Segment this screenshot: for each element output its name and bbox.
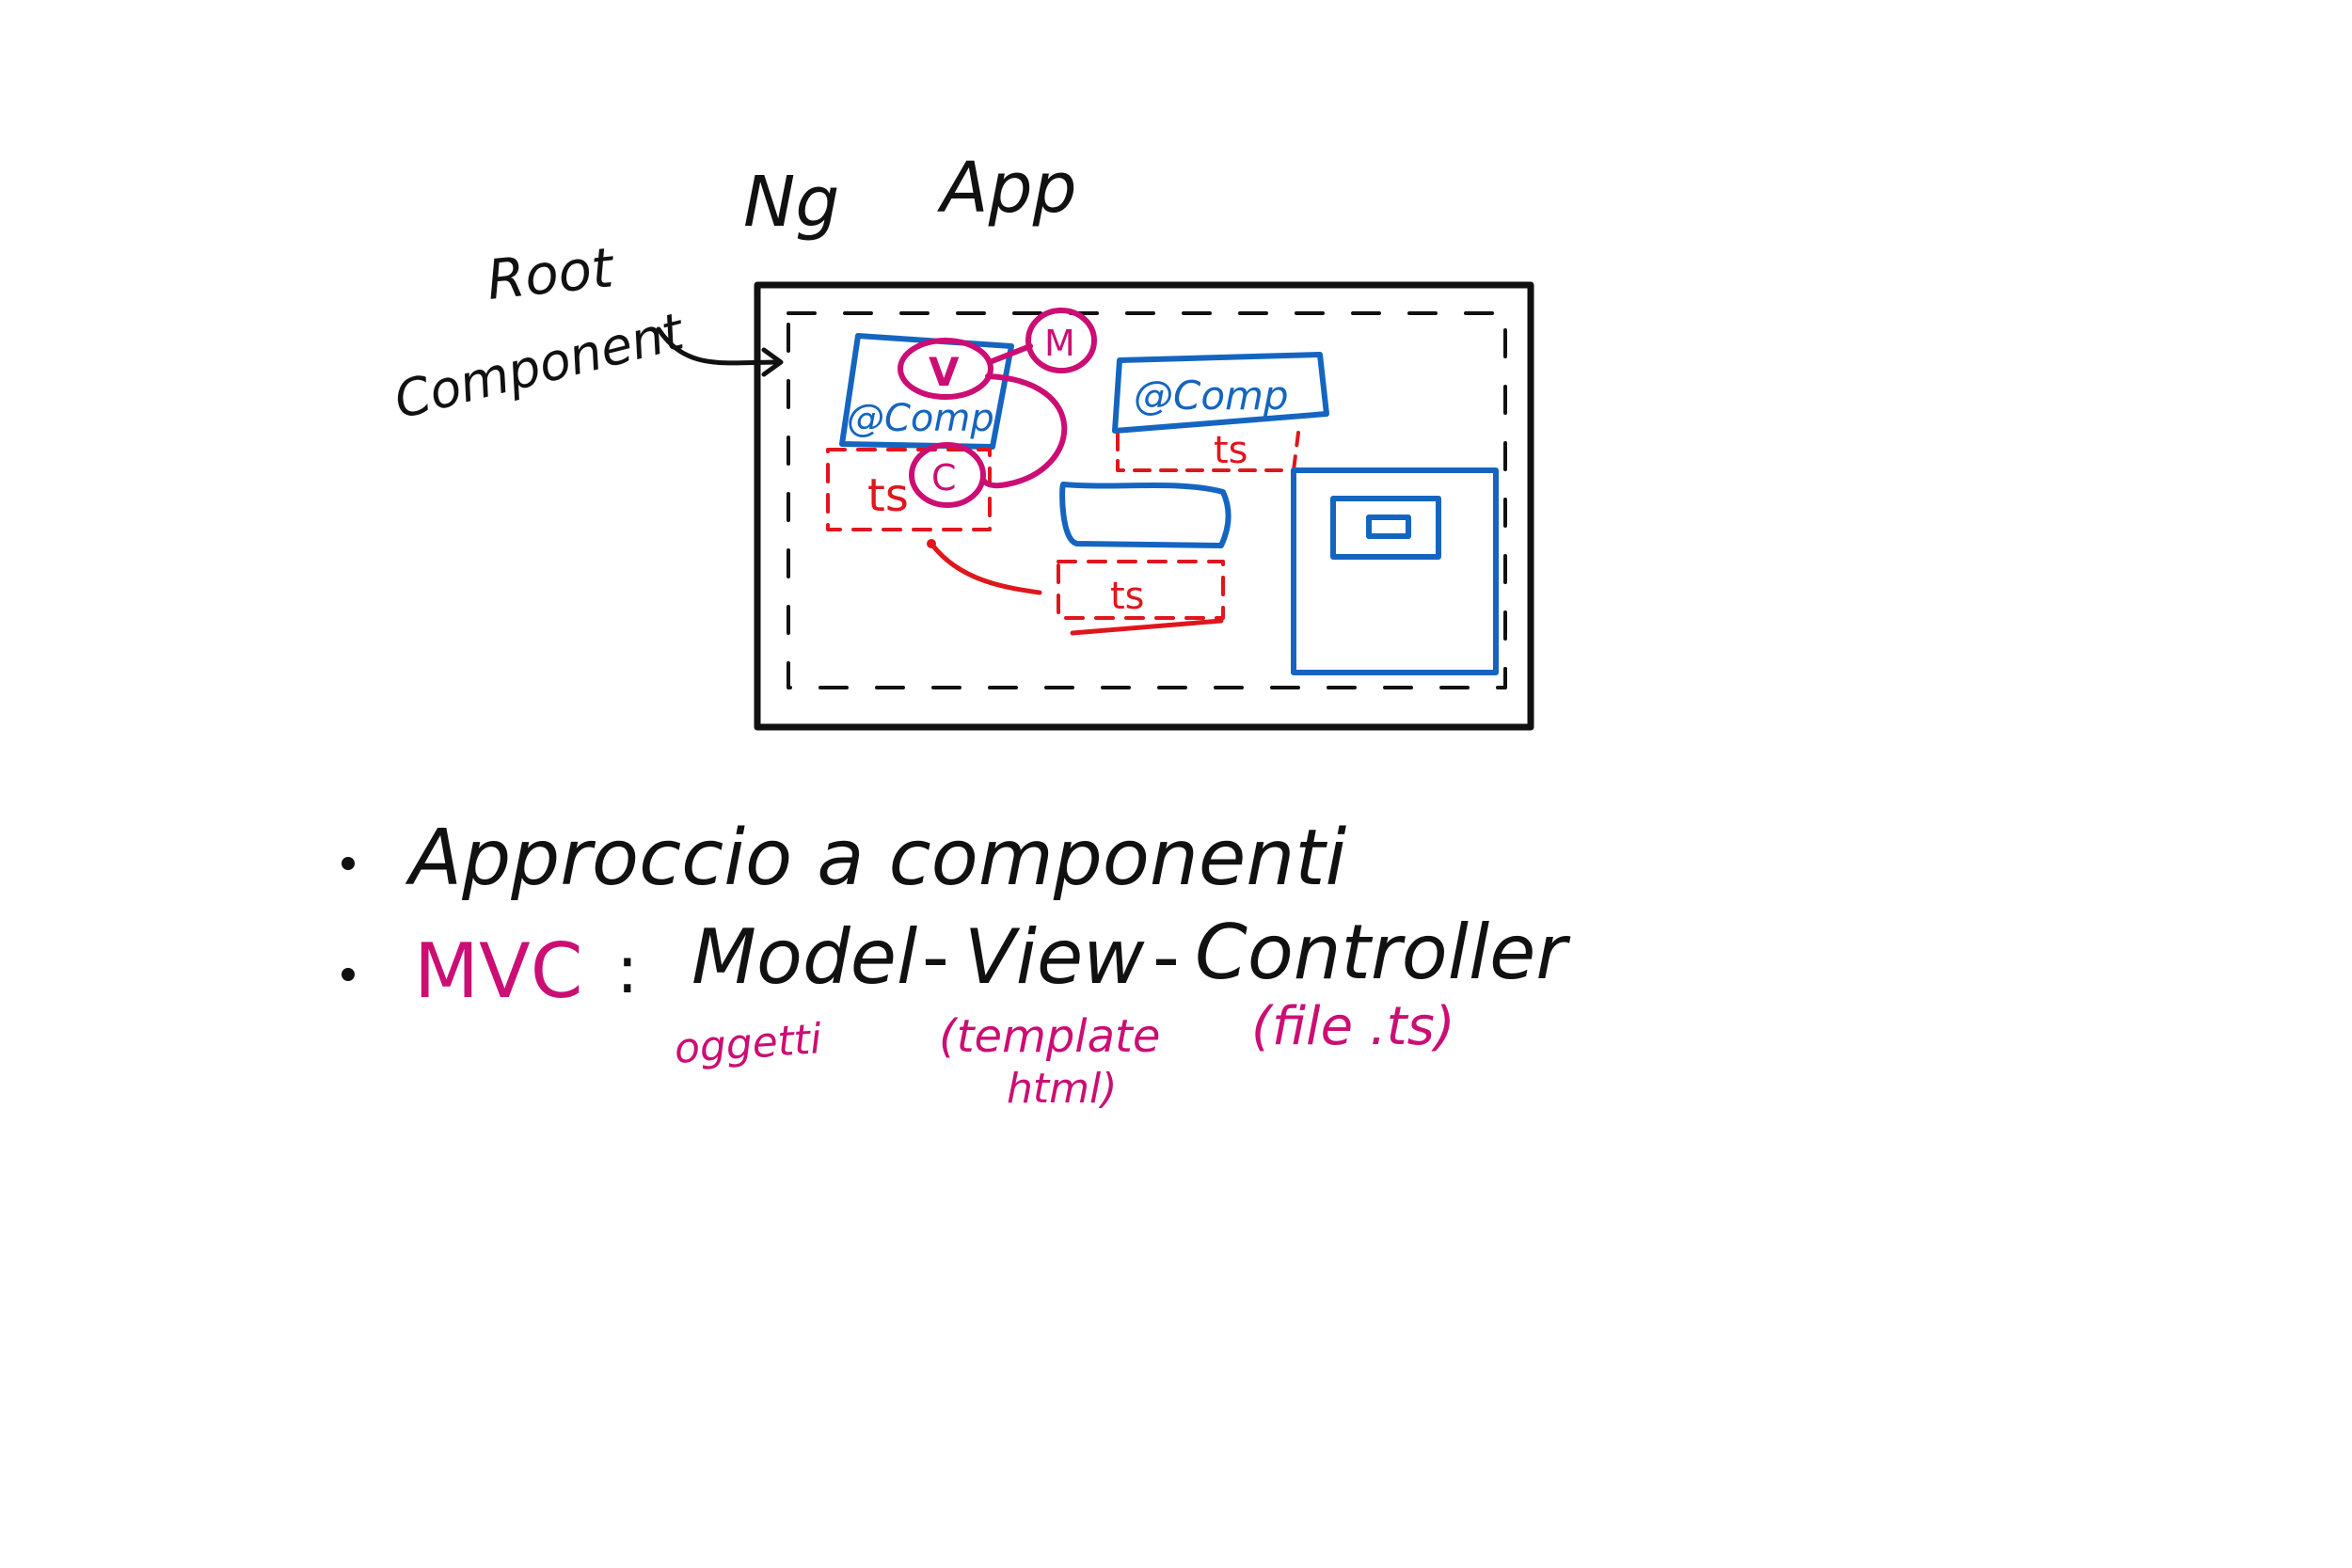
- mvc-model-word: Model: [691, 913, 917, 1001]
- view-note-line2: html): [1007, 1065, 1117, 1113]
- ts-dependency-link: [929, 541, 1042, 595]
- title: Ng App: [743, 148, 1077, 243]
- component-4-inner-box: [1330, 496, 1441, 560]
- model-marker-circle: [1025, 308, 1097, 373]
- model-view-link: [987, 343, 1033, 365]
- controller-note: (file .ts): [1251, 996, 1455, 1057]
- mvc-dash-2: -: [1152, 913, 1180, 1001]
- ts-dependency-link-dot: [927, 539, 936, 548]
- component-1-label: @Comp: [847, 397, 994, 440]
- mvc-separator: :: [616, 931, 639, 1008]
- component-3: ts: [1057, 482, 1232, 636]
- component-2-label: @Comp: [1134, 372, 1289, 419]
- component-4: [1291, 467, 1499, 675]
- component-1-ts-box: [826, 448, 992, 531]
- root-label-line1: Root: [484, 235, 618, 312]
- controller-marker: C: [931, 457, 957, 499]
- component-2-box: [1112, 352, 1329, 434]
- mvc-dash-1: -: [922, 913, 949, 1001]
- mvc-view-word: View: [964, 913, 1145, 1001]
- component-3-ts-box: [1057, 560, 1225, 620]
- mvc-annotation: V M C: [898, 308, 1097, 508]
- root-label-line2: Component: [389, 301, 691, 430]
- root-component-label: Root Component: [389, 235, 691, 431]
- component-4-box: [1291, 467, 1499, 675]
- root-pointer-arrow: [656, 326, 782, 366]
- component-3-ts-label: ts: [1110, 575, 1145, 618]
- controller-marker-circle: [909, 442, 986, 508]
- app-title: App: [937, 148, 1077, 229]
- component-2-ts-label: ts: [1214, 429, 1248, 472]
- root-pointer-arrowhead: [761, 347, 784, 377]
- view-marker: V: [929, 349, 960, 395]
- component-2-ts-bracket: [1116, 431, 1300, 472]
- model-note: oggetti: [673, 1015, 824, 1073]
- view-marker-circle: [898, 338, 993, 400]
- component-1-ts-label: ts: [867, 469, 909, 522]
- bullet-dot-1: [342, 857, 355, 870]
- component-1: @Comp ts: [826, 333, 1014, 531]
- mvc-connector-loop: [980, 373, 1068, 489]
- component-3-ts-underline: [1070, 618, 1224, 636]
- root-component-dashed-boundary: [787, 311, 1507, 689]
- view-note-line1: (template: [939, 1010, 1160, 1063]
- angular-logo-text: Ng: [743, 162, 839, 243]
- bullet-1-text: Approccio a componenti: [405, 814, 1346, 903]
- model-marker: M: [1044, 323, 1075, 364]
- component-3-box: [1059, 482, 1232, 548]
- bullet-list: Approccio a componenti MVC : Model - Vie…: [342, 814, 1571, 1113]
- app-outer-frame: [754, 281, 1534, 731]
- bullet-dot-2: [342, 968, 355, 981]
- mvc-controller-word: Controller: [1195, 909, 1571, 996]
- mvc-acronym: MVC: [414, 927, 583, 1015]
- component-4-innermost-box: [1366, 515, 1411, 539]
- component-2: @Comp ts: [1112, 352, 1329, 472]
